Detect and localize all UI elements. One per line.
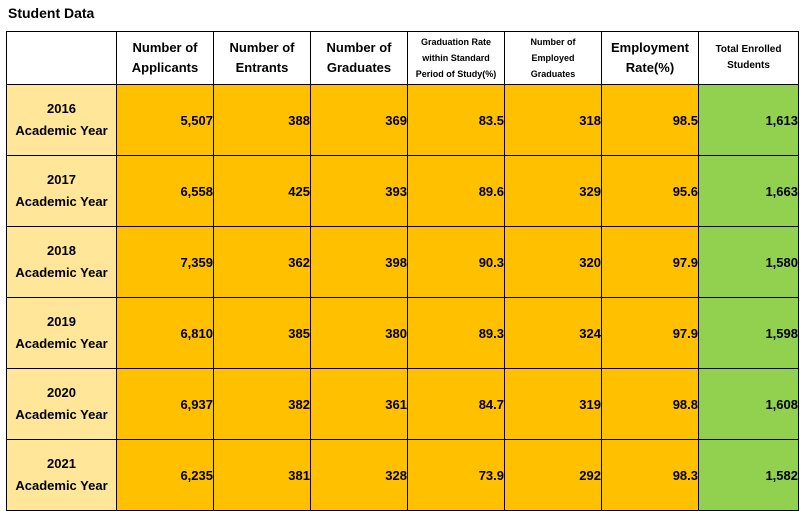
header-employment-rate: Employment Rate(%)	[601, 31, 699, 85]
applicants-cell: 6,558	[116, 155, 214, 227]
year-cell: 2018 Academic Year	[6, 226, 117, 298]
employed-graduates-cell: 320	[504, 226, 602, 298]
table-row: 2016 Academic Year 5,507 388 369 83.5 318 98.5…	[6, 84, 799, 156]
employed-graduates-cell: 318	[504, 84, 602, 156]
header-entrants: Number of Entrants	[213, 31, 311, 85]
employment-rate-cell: 98.3	[601, 439, 699, 511]
header-graduation-rate: Graduation Rate within Standard Period o…	[407, 31, 505, 85]
total-enrolled-cell: 1,608	[698, 368, 799, 440]
entrants-cell: 425	[213, 155, 311, 227]
table-row: 2021 Academic Year 6,235 381 328 73.9 292 98.3…	[6, 439, 799, 511]
employment-rate-cell: 98.8	[601, 368, 699, 440]
graduates-cell: 398	[310, 226, 408, 298]
year-cell: 2020 Academic Year	[6, 368, 117, 440]
graduates-cell: 361	[310, 368, 408, 440]
header-total-enrolled: Total Enrolled Students	[698, 31, 799, 85]
applicants-cell: 6,810	[116, 297, 214, 369]
graduation-rate-cell: 84.7	[407, 368, 505, 440]
applicants-cell: 7,359	[116, 226, 214, 298]
graduation-rate-cell: 90.3	[407, 226, 505, 298]
employed-graduates-cell: 292	[504, 439, 602, 511]
header-graduates: Number of Graduates	[310, 31, 408, 85]
applicants-cell: 6,235	[116, 439, 214, 511]
employed-graduates-cell: 329	[504, 155, 602, 227]
entrants-cell: 388	[213, 84, 311, 156]
graduates-cell: 380	[310, 297, 408, 369]
year-cell: 2016 Academic Year	[6, 84, 117, 156]
total-enrolled-cell: 1,580	[698, 226, 799, 298]
table-row: 2020 Academic Year 6,937 382 361 84.7 319 98.8…	[6, 368, 799, 440]
entrants-cell: 385	[213, 297, 311, 369]
employed-graduates-cell: 319	[504, 368, 602, 440]
table-row: 2017 Academic Year 6,558 425 393 89.6 329 95.6…	[6, 155, 799, 227]
graduates-cell: 393	[310, 155, 408, 227]
applicants-cell: 6,937	[116, 368, 214, 440]
graduation-rate-cell: 73.9	[407, 439, 505, 511]
employment-rate-cell: 95.6	[601, 155, 699, 227]
total-enrolled-cell: 1,613	[698, 84, 799, 156]
graduates-cell: 328	[310, 439, 408, 511]
student-data-table: Number of Applicants Number of Entrants …	[6, 31, 799, 511]
employment-rate-cell: 98.5	[601, 84, 699, 156]
employment-rate-cell: 97.9	[601, 297, 699, 369]
entrants-cell: 381	[213, 439, 311, 511]
year-cell: 2019 Academic Year	[6, 297, 117, 369]
employed-graduates-cell: 324	[504, 297, 602, 369]
total-enrolled-cell: 1,598	[698, 297, 799, 369]
graduation-rate-cell: 89.3	[407, 297, 505, 369]
graduation-rate-cell: 89.6	[407, 155, 505, 227]
header-employed-graduates: Number of Employed Graduates	[504, 31, 602, 85]
employment-rate-cell: 97.9	[601, 226, 699, 298]
page-title: Student Data	[8, 5, 95, 21]
entrants-cell: 362	[213, 226, 311, 298]
total-enrolled-cell: 1,663	[698, 155, 799, 227]
total-enrolled-cell: 1,582	[698, 439, 799, 511]
table-row: 2019 Academic Year 6,810 385 380 89.3 324 97.9…	[6, 297, 799, 369]
header-applicants: Number of Applicants	[116, 31, 214, 85]
entrants-cell: 382	[213, 368, 311, 440]
header-row: Number of Applicants Number of Entrants …	[6, 31, 799, 85]
table-row: 2018 Academic Year 7,359 362 398 90.3 320 97.9…	[6, 226, 799, 298]
year-cell: 2021 Academic Year	[6, 439, 117, 511]
applicants-cell: 5,507	[116, 84, 214, 156]
year-cell: 2017 Academic Year	[6, 155, 117, 227]
graduates-cell: 369	[310, 84, 408, 156]
header-corner	[6, 31, 117, 85]
graduation-rate-cell: 83.5	[407, 84, 505, 156]
